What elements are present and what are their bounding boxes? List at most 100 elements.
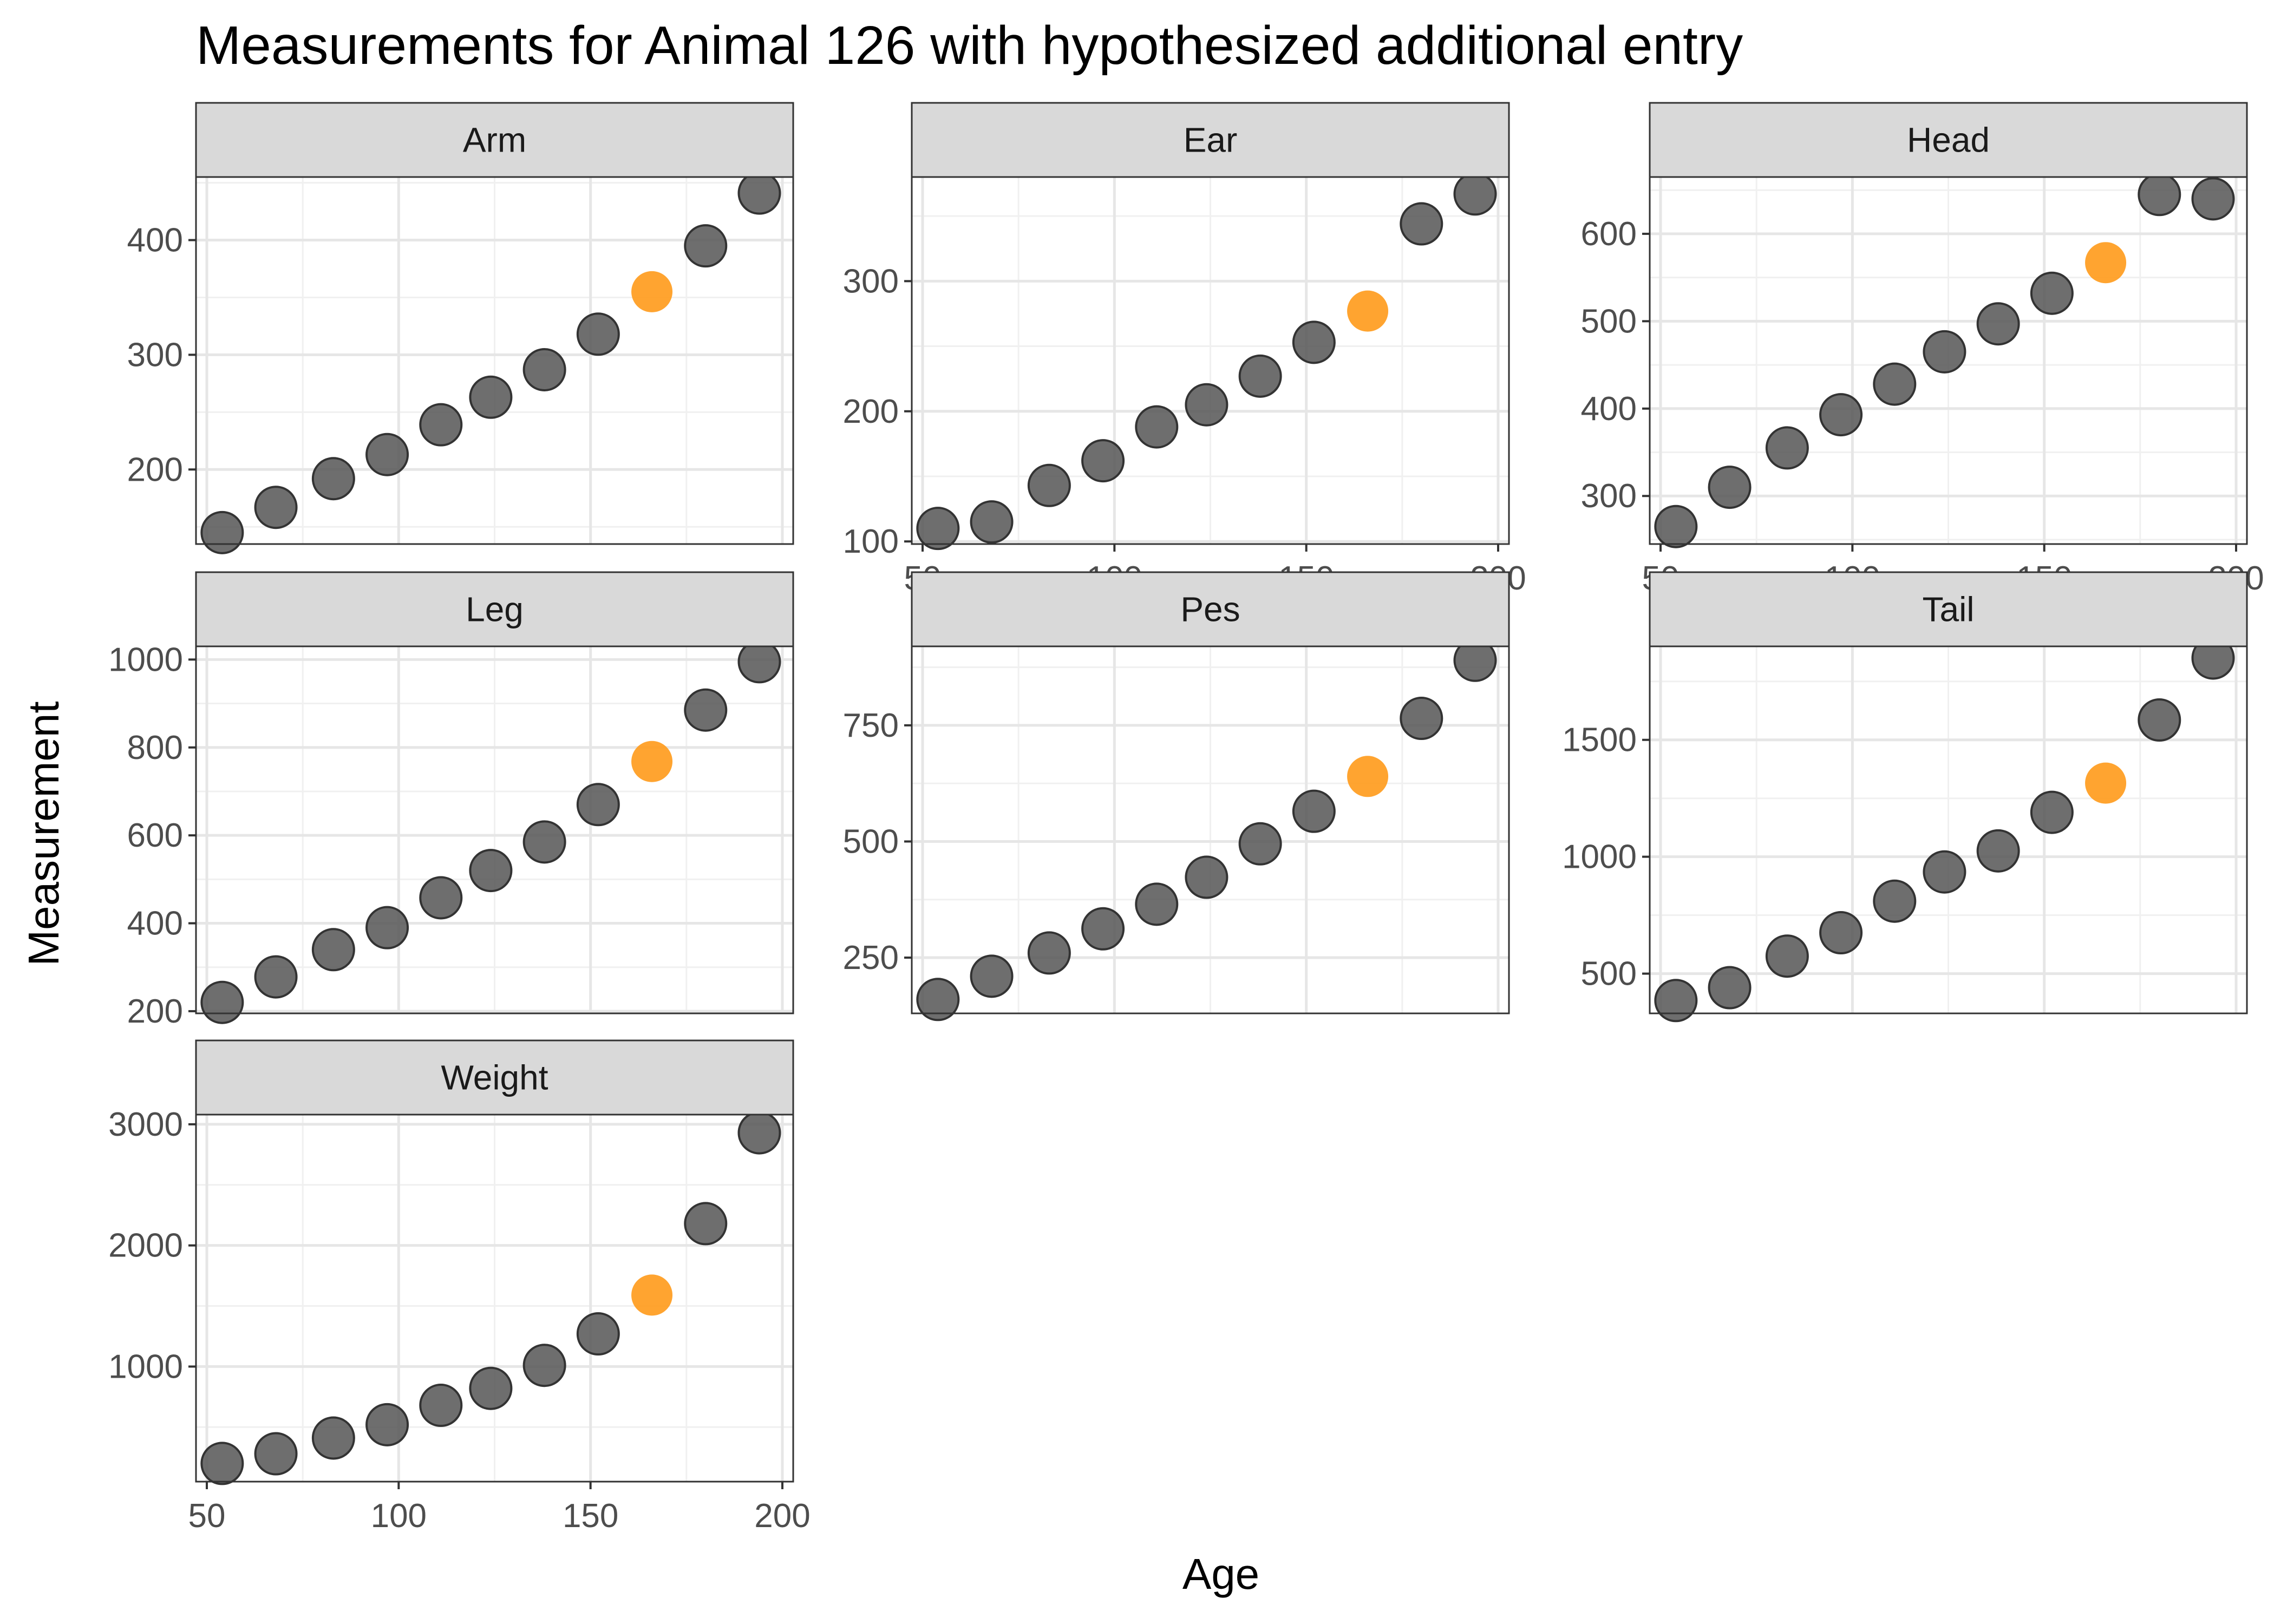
data-point xyxy=(1400,697,1443,741)
data-point xyxy=(1135,405,1179,449)
x-tick-label: 200 xyxy=(754,1497,810,1535)
data-point xyxy=(522,348,566,391)
y-tick-label: 100 xyxy=(843,523,899,560)
data-point xyxy=(1976,302,2020,346)
data-point xyxy=(365,433,409,476)
data-point xyxy=(576,783,620,827)
facet-panel-ear: Ear10020030050100150200 xyxy=(843,102,1526,597)
data-point xyxy=(1400,202,1443,246)
data-point xyxy=(1081,439,1125,483)
data-point xyxy=(684,224,728,268)
y-tick-label: 1000 xyxy=(108,641,183,678)
facet-panels: Arm 200 300 400 Ear 100 200 300 50 100 150 200 Head 3… xyxy=(108,102,2264,1535)
y-tick-label: 500 xyxy=(1581,955,1637,993)
facet-panel-pes: Pes 250 500 750 xyxy=(843,571,1510,1021)
hypothesized-point xyxy=(2085,762,2127,804)
y-tick-label: 400 xyxy=(127,222,183,259)
data-point xyxy=(1185,855,1229,899)
y-tick-label: 400 xyxy=(127,905,183,942)
facet-strip xyxy=(911,102,1510,178)
facet-panel-tail: Tail 500 1000 1500 xyxy=(1562,571,2248,1023)
facet-strip-label: Head xyxy=(1907,121,1990,160)
facet-strip xyxy=(1649,571,2248,647)
data-point xyxy=(365,906,409,949)
y-tick-label: 800 xyxy=(127,729,183,767)
facet-strip-label: Tail xyxy=(1922,590,1974,629)
y-tick-label: 600 xyxy=(1581,215,1637,253)
data-point xyxy=(1292,320,1336,364)
data-point xyxy=(2191,177,2235,221)
x-tick-label: 100 xyxy=(371,1497,427,1535)
facet-strip xyxy=(195,1039,794,1116)
facet-strip-label: Leg xyxy=(466,590,524,629)
data-point xyxy=(2030,271,2074,315)
x-tick-label: 50 xyxy=(188,1497,226,1535)
x-tick-label: 150 xyxy=(563,1497,618,1535)
y-tick-label: 250 xyxy=(843,939,899,977)
data-point xyxy=(2030,790,2074,834)
data-point xyxy=(469,1366,513,1410)
y-tick-label: 400 xyxy=(1581,390,1637,428)
facet-strip xyxy=(1649,102,2248,178)
facet-panel-head: Head30040050060050100150200 xyxy=(1581,102,2264,597)
facet-strip-label: Arm xyxy=(463,121,526,160)
y-tick-label: 1000 xyxy=(108,1348,183,1385)
hypothesized-point xyxy=(631,1274,673,1316)
data-point xyxy=(1453,172,1497,216)
data-point xyxy=(1135,882,1179,926)
data-point xyxy=(1708,466,1752,509)
data-point xyxy=(1976,829,2020,873)
data-point xyxy=(522,820,566,864)
data-point xyxy=(1238,354,1282,398)
data-point xyxy=(2138,173,2181,217)
hypothesized-point xyxy=(631,271,673,312)
data-point xyxy=(684,1202,728,1246)
data-point xyxy=(419,876,463,920)
data-point xyxy=(1765,934,1809,978)
y-axis-title: Measurement xyxy=(19,701,68,966)
y-tick-label: 1500 xyxy=(1562,722,1637,759)
data-point xyxy=(1027,931,1071,975)
hypothesized-point xyxy=(2085,242,2127,284)
hypothesized-point xyxy=(1347,290,1389,332)
facet-strip xyxy=(195,102,794,178)
data-point xyxy=(365,1403,409,1446)
data-point xyxy=(970,500,1014,544)
y-tick-label: 300 xyxy=(843,263,899,300)
data-point xyxy=(419,1384,463,1427)
data-point xyxy=(2138,698,2181,742)
facet-strip-label: Weight xyxy=(441,1058,548,1097)
data-point xyxy=(200,980,244,1024)
y-tick-label: 300 xyxy=(1581,477,1637,515)
data-point xyxy=(1027,463,1071,507)
data-point xyxy=(916,978,960,1021)
y-tick-label: 1000 xyxy=(1562,839,1637,876)
data-point xyxy=(1292,789,1336,833)
data-point xyxy=(737,1111,781,1155)
data-point xyxy=(1923,850,1966,894)
data-point xyxy=(311,457,355,501)
data-point xyxy=(1873,879,1917,923)
x-axis-title: Age xyxy=(1182,1550,1259,1598)
y-tick-label: 600 xyxy=(127,817,183,854)
data-point xyxy=(1185,383,1229,427)
y-tick-label: 500 xyxy=(1581,303,1637,340)
facet-panel-weight: Weight 1000 2000 3000 50 100 150 200 xyxy=(108,1039,811,1535)
data-point xyxy=(311,1416,355,1460)
data-point xyxy=(1708,966,1752,1010)
facet-strip-label: Ear xyxy=(1184,121,1238,160)
data-point xyxy=(200,1442,244,1485)
y-tick-label: 200 xyxy=(127,993,183,1030)
facet-panel-leg: Leg 200 400 600 800 1000 xyxy=(108,571,794,1030)
y-tick-label: 750 xyxy=(843,707,899,744)
data-point xyxy=(254,955,298,999)
y-tick-label: 500 xyxy=(843,823,899,860)
facet-panel-arm: Arm 200 300 400 xyxy=(127,102,794,554)
data-point xyxy=(737,171,781,215)
data-point xyxy=(1819,393,1863,437)
chart-title: Measurements for Animal 126 with hypothe… xyxy=(196,15,1743,76)
data-point xyxy=(469,849,513,893)
data-point xyxy=(737,640,781,684)
data-point xyxy=(1873,362,1917,406)
